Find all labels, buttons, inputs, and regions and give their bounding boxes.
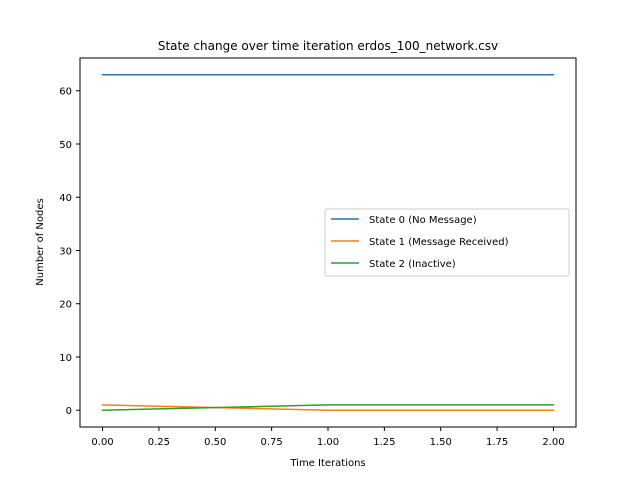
legend-label-state-1: State 1 (Message Received) — [369, 237, 509, 248]
x-tick-label: 2.00 — [542, 437, 564, 448]
legend-label-state-0: State 0 (No Message) — [369, 215, 477, 226]
series-line-state-2 — [101, 404, 555, 411]
y-tick-label: 40 — [59, 193, 72, 204]
x-tick-label: 0.50 — [204, 437, 226, 448]
series-group — [101, 74, 555, 411]
series-line-state-1 — [101, 404, 555, 411]
y-tick-label: 0 — [66, 406, 72, 417]
y-tick-label: 10 — [59, 353, 72, 364]
y-tick-label: 30 — [59, 246, 72, 257]
y-axis-label: Number of Nodes — [35, 198, 46, 285]
legend-entries: State 0 (No Message) State 1 (Message Rec… — [331, 215, 509, 270]
x-tick-label: 0.75 — [261, 437, 283, 448]
y-tick-label: 20 — [59, 300, 72, 311]
y-tick-label: 60 — [59, 87, 72, 98]
x-tick-label: 0.25 — [148, 437, 170, 448]
x-axis-label: Time Iterations — [289, 458, 365, 469]
legend-box — [324, 208, 570, 277]
legend: State 0 (No Message) State 1 (Message Rec… — [324, 208, 570, 277]
x-tick-label: 1.50 — [430, 437, 452, 448]
y-axis-ticks: 0 10 20 30 40 50 60 — [59, 87, 80, 417]
x-tick-label: 0.00 — [91, 437, 113, 448]
y-tick-label: 50 — [59, 140, 72, 151]
x-tick-label: 1.25 — [373, 437, 395, 448]
chart-title: State change over time iteration erdos_1… — [158, 39, 498, 53]
x-axis-ticks: 0.00 0.25 0.50 0.75 1.00 1.25 1.50 1.75 2.00 — [91, 427, 565, 448]
legend-label-state-2: State 2 (Inactive) — [369, 259, 456, 270]
x-tick-label: 1.00 — [317, 437, 339, 448]
x-tick-label: 1.75 — [486, 437, 508, 448]
